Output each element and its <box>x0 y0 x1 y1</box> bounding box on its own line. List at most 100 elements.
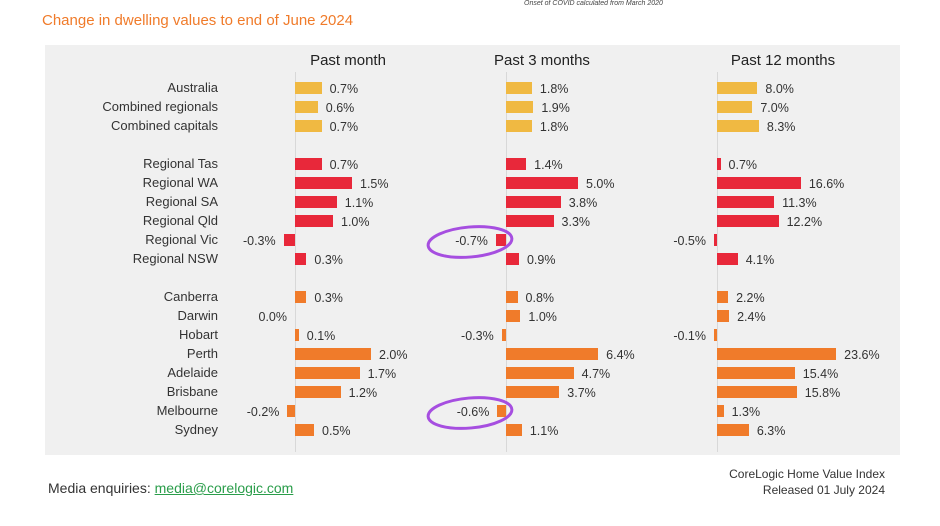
data-label: 2.2% <box>736 291 765 305</box>
bar <box>717 386 797 398</box>
data-label: 1.1% <box>344 196 374 210</box>
category-label: Combined regionals <box>102 99 218 114</box>
data-label: 11.3% <box>782 196 817 210</box>
category-label: Sydney <box>174 422 218 437</box>
bar <box>506 424 522 436</box>
bar <box>506 253 519 265</box>
category-label: Adelaide <box>167 365 218 380</box>
bar <box>506 177 578 189</box>
bar <box>295 367 360 379</box>
media-enquiries: Media enquiries: media@corelogic.com <box>48 480 293 496</box>
bar <box>295 329 299 341</box>
bar <box>283 234 295 246</box>
bar <box>295 348 371 360</box>
data-label: 2.4% <box>737 310 766 324</box>
data-label: 6.3% <box>756 424 786 438</box>
bar <box>506 196 561 208</box>
bar <box>717 196 775 208</box>
series-header: Past month <box>310 52 386 69</box>
data-label: 1.0% <box>341 215 370 229</box>
data-label: 1.3% <box>731 405 761 419</box>
bar <box>295 424 314 436</box>
bar <box>295 101 318 113</box>
data-label: -0.5% <box>673 234 706 248</box>
data-label: -0.2% <box>246 405 280 419</box>
data-label: 0.7% <box>329 158 359 172</box>
category-label: Regional Vic <box>145 232 218 247</box>
chart-title: Change in dwelling values to end of June… <box>42 12 354 29</box>
bar <box>714 329 717 341</box>
data-label: 0.5% <box>322 424 351 438</box>
bar <box>497 405 506 417</box>
bar <box>506 367 574 379</box>
bar <box>501 329 506 341</box>
data-label: 16.6% <box>808 177 845 191</box>
data-label: 4.7% <box>581 367 611 381</box>
category-label: Melbourne <box>156 403 218 418</box>
bar <box>717 348 837 360</box>
bar <box>295 158 322 170</box>
category-label: Regional SA <box>145 194 218 209</box>
data-label: 3.7% <box>567 386 596 400</box>
media-email-link[interactable]: media@corelogic.com <box>154 480 294 496</box>
category-label: Hobart <box>178 327 218 342</box>
source-note: CoreLogic Home Value Index Released 01 J… <box>729 466 885 498</box>
bar <box>295 253 307 265</box>
data-label: 1.4% <box>534 158 563 172</box>
category-label: Regional Tas <box>143 156 218 171</box>
bar <box>506 348 599 360</box>
data-label: -0.3% <box>242 234 276 248</box>
data-label: 0.1% <box>306 329 336 343</box>
bar <box>717 310 730 322</box>
data-label: 0.7% <box>728 158 758 172</box>
bar <box>714 234 717 246</box>
data-label: 8.0% <box>765 82 794 96</box>
bar <box>506 120 532 132</box>
bar <box>295 120 322 132</box>
source-line-2: Released 01 July 2024 <box>762 483 885 497</box>
data-label: 1.1% <box>529 424 559 438</box>
category-label: Regional Qld <box>142 213 218 228</box>
source-line-1: CoreLogic Home Value Index <box>729 467 885 481</box>
bar <box>717 424 749 436</box>
data-label: -0.7% <box>455 234 488 248</box>
bar <box>295 196 337 208</box>
bar <box>506 215 554 227</box>
bar <box>717 215 779 227</box>
data-label: 6.4% <box>606 348 635 362</box>
category-label: Regional NSW <box>132 251 218 266</box>
media-label: Media enquiries: <box>48 480 151 496</box>
series-header: Past 12 months <box>730 52 836 69</box>
data-label: 12.2% <box>786 215 823 229</box>
bar <box>717 405 724 417</box>
data-label: -0.6% <box>456 405 490 419</box>
data-label: 15.4% <box>802 367 839 381</box>
bar <box>506 82 532 94</box>
bar <box>506 310 521 322</box>
bar <box>295 291 307 303</box>
data-label: 1.0% <box>528 310 557 324</box>
bar <box>717 177 801 189</box>
data-label: 2.0% <box>379 348 408 362</box>
data-label: 4.1% <box>745 253 775 267</box>
bar <box>506 386 560 398</box>
data-label: 23.6% <box>844 348 880 362</box>
category-label: Perth <box>186 346 218 361</box>
bar <box>506 101 534 113</box>
bar <box>295 82 322 94</box>
bar <box>717 367 795 379</box>
bar <box>717 253 738 265</box>
bar <box>295 215 333 227</box>
category-label: Australia <box>167 80 218 95</box>
data-label: 3.8% <box>568 196 598 210</box>
category-label: Darwin <box>177 308 218 323</box>
data-label: 0.7% <box>329 82 359 96</box>
category-label: Canberra <box>163 289 218 304</box>
series-header: Past 3 months <box>494 52 590 69</box>
bar <box>495 234 506 246</box>
data-label: 1.8% <box>539 82 569 96</box>
bar <box>506 291 518 303</box>
bar <box>717 158 721 170</box>
data-label: 0.3% <box>314 253 343 267</box>
category-label: Regional WA <box>142 175 218 190</box>
